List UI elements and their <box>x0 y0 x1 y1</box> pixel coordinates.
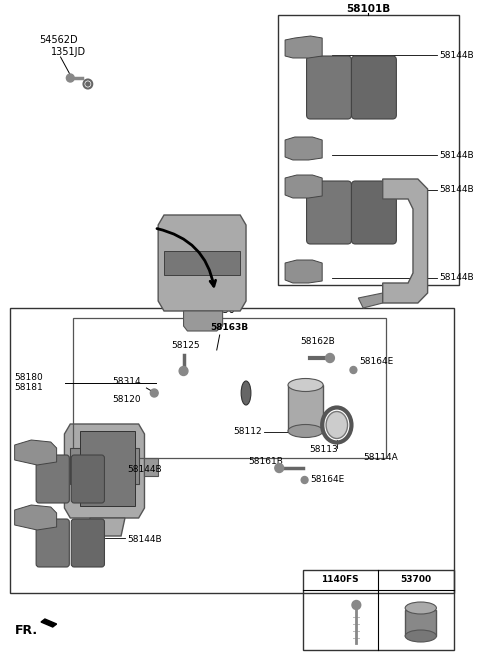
Text: 58114A: 58114A <box>363 453 398 462</box>
Polygon shape <box>158 215 246 311</box>
Polygon shape <box>15 505 57 530</box>
Text: 58110: 58110 <box>204 295 235 305</box>
FancyBboxPatch shape <box>71 519 105 567</box>
Text: 58144B: 58144B <box>127 535 162 544</box>
Bar <box>288 385 323 431</box>
Text: 58101B: 58101B <box>346 4 390 14</box>
Polygon shape <box>183 311 223 331</box>
Text: 58162B: 58162B <box>300 337 336 346</box>
Text: 58181: 58181 <box>15 384 43 392</box>
Ellipse shape <box>405 602 436 614</box>
Text: 58144B: 58144B <box>439 150 474 159</box>
Text: 58120: 58120 <box>112 396 141 405</box>
Text: 58144B: 58144B <box>439 51 474 60</box>
Text: 1140FS: 1140FS <box>321 575 359 584</box>
Text: FR.: FR. <box>15 623 38 636</box>
Text: 58144B: 58144B <box>439 186 474 194</box>
Bar <box>10 308 454 593</box>
Polygon shape <box>64 424 144 518</box>
FancyBboxPatch shape <box>351 181 396 244</box>
FancyBboxPatch shape <box>36 455 69 503</box>
Polygon shape <box>70 448 139 484</box>
Ellipse shape <box>288 379 323 392</box>
Polygon shape <box>41 619 57 627</box>
FancyBboxPatch shape <box>71 455 105 503</box>
Text: 58164E: 58164E <box>311 476 345 485</box>
Circle shape <box>86 82 90 86</box>
Polygon shape <box>285 260 322 283</box>
Text: 58130: 58130 <box>204 305 235 315</box>
Polygon shape <box>285 137 322 160</box>
Text: 58125: 58125 <box>171 342 200 350</box>
Text: 58314: 58314 <box>112 377 141 386</box>
Bar <box>303 570 454 650</box>
Polygon shape <box>90 518 125 536</box>
Bar <box>278 15 459 285</box>
FancyBboxPatch shape <box>351 56 396 119</box>
Polygon shape <box>144 458 158 476</box>
Circle shape <box>325 354 335 363</box>
Circle shape <box>301 476 308 483</box>
Text: 58144B: 58144B <box>439 274 474 283</box>
Polygon shape <box>358 293 383 308</box>
Polygon shape <box>80 431 135 506</box>
Circle shape <box>275 464 284 472</box>
Bar <box>405 610 436 636</box>
Text: 54562D: 54562D <box>39 35 78 45</box>
Polygon shape <box>285 175 322 198</box>
FancyBboxPatch shape <box>307 56 351 119</box>
Circle shape <box>179 367 188 375</box>
Polygon shape <box>51 458 64 476</box>
Text: 58112: 58112 <box>233 428 262 436</box>
Text: 1351JD: 1351JD <box>51 47 86 57</box>
Text: 53700: 53700 <box>400 575 432 584</box>
Polygon shape <box>358 184 383 199</box>
Ellipse shape <box>288 424 323 438</box>
Polygon shape <box>383 179 428 303</box>
Polygon shape <box>285 36 322 58</box>
Bar <box>73 318 385 458</box>
Text: 58113: 58113 <box>310 445 338 455</box>
Text: 58164E: 58164E <box>359 358 394 367</box>
FancyBboxPatch shape <box>307 181 351 244</box>
Ellipse shape <box>241 381 251 405</box>
Polygon shape <box>15 440 57 465</box>
Polygon shape <box>164 251 240 275</box>
Circle shape <box>66 74 74 82</box>
Circle shape <box>350 367 357 373</box>
Text: 58144B: 58144B <box>127 466 162 474</box>
Circle shape <box>352 600 361 609</box>
Circle shape <box>150 389 158 397</box>
Ellipse shape <box>405 630 436 642</box>
Text: 58163B: 58163B <box>210 323 248 333</box>
Text: 58180: 58180 <box>15 373 43 382</box>
FancyBboxPatch shape <box>36 519 69 567</box>
Text: 58161B: 58161B <box>248 457 283 466</box>
Ellipse shape <box>326 411 348 438</box>
